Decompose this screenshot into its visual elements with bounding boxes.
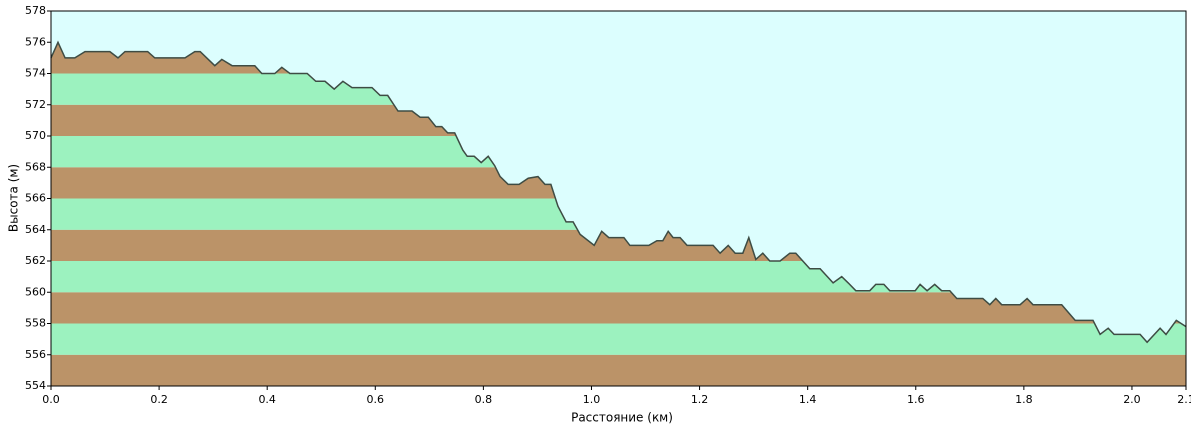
- y-tick-label: 562: [25, 254, 46, 267]
- elevation-band: [51, 354, 1186, 386]
- y-tick-label: 576: [25, 35, 46, 48]
- x-tick-label: 2.0: [1123, 393, 1141, 406]
- x-tick-label: 1.6: [907, 393, 925, 406]
- x-tick-label: 1.8: [1015, 393, 1033, 406]
- x-tick-label: 1.4: [799, 393, 817, 406]
- y-tick-label: 560: [25, 285, 46, 298]
- y-tick-label: 572: [25, 98, 46, 111]
- x-tick-label: 0.6: [367, 393, 385, 406]
- x-tick-label: 2.1: [1177, 393, 1191, 406]
- y-tick-label: 556: [25, 348, 46, 361]
- x-axis-label: Расстояние (км): [571, 411, 673, 425]
- y-tick-label: 570: [25, 129, 46, 142]
- y-tick-label: 566: [25, 192, 46, 205]
- y-tick-label: 558: [25, 317, 46, 330]
- x-tick-label: 0.8: [475, 393, 493, 406]
- y-tick-label: 554: [25, 379, 46, 392]
- y-tick-label: 578: [25, 4, 46, 17]
- elevation-band: [51, 323, 1186, 355]
- x-tick-label: 0.4: [258, 393, 276, 406]
- x-tick-label: 0.2: [150, 393, 168, 406]
- x-tick-label: 1.2: [691, 393, 709, 406]
- x-tick-label: 0.0: [42, 393, 60, 406]
- y-tick-label: 574: [25, 67, 46, 80]
- y-axis-label: Высота (м): [7, 164, 21, 232]
- x-tick-label: 1.0: [583, 393, 601, 406]
- profile-line: [50, 40, 1187, 344]
- y-tick-label: 564: [25, 223, 46, 236]
- y-tick-label: 568: [25, 160, 46, 173]
